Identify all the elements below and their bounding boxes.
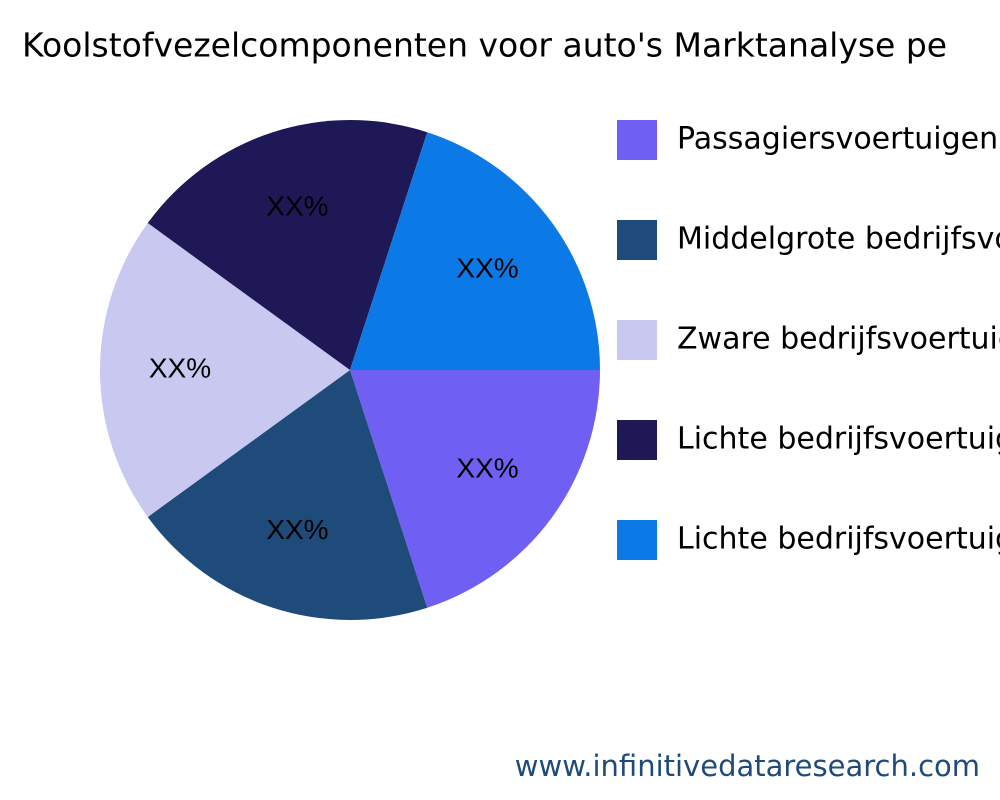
legend-swatch	[617, 320, 657, 360]
pie-slice	[147, 370, 428, 620]
pie-slice	[147, 120, 428, 370]
footer: www.infinitivedataresearch.com	[515, 749, 980, 783]
legend-swatch	[617, 220, 657, 260]
legend-label: Lichte bedrijfsvoertuig	[677, 422, 1000, 457]
legend-swatch	[617, 420, 657, 460]
legend-swatch	[617, 120, 657, 160]
legend-label: Middelgrote bedrijfsvo	[677, 222, 1000, 257]
legend-label: Passagiersvoertuigen	[677, 122, 998, 157]
pie-slice	[350, 370, 600, 608]
slice-label: XX%	[456, 252, 518, 283]
legend-label: Lichte bedrijfsvoertuig	[677, 522, 1000, 557]
legend-label: Zware bedrijfsvoertuig	[677, 322, 1000, 357]
slice-label: XX%	[456, 452, 518, 483]
slice-label: XX%	[266, 514, 328, 545]
slice-label: XX%	[266, 191, 328, 222]
slice-label: XX%	[149, 352, 211, 383]
legend-swatch	[617, 520, 657, 560]
pie-slice	[350, 132, 600, 370]
chart-title: Koolstofvezelcomponenten voor auto's Mar…	[22, 26, 947, 65]
pie-slice	[100, 223, 350, 517]
